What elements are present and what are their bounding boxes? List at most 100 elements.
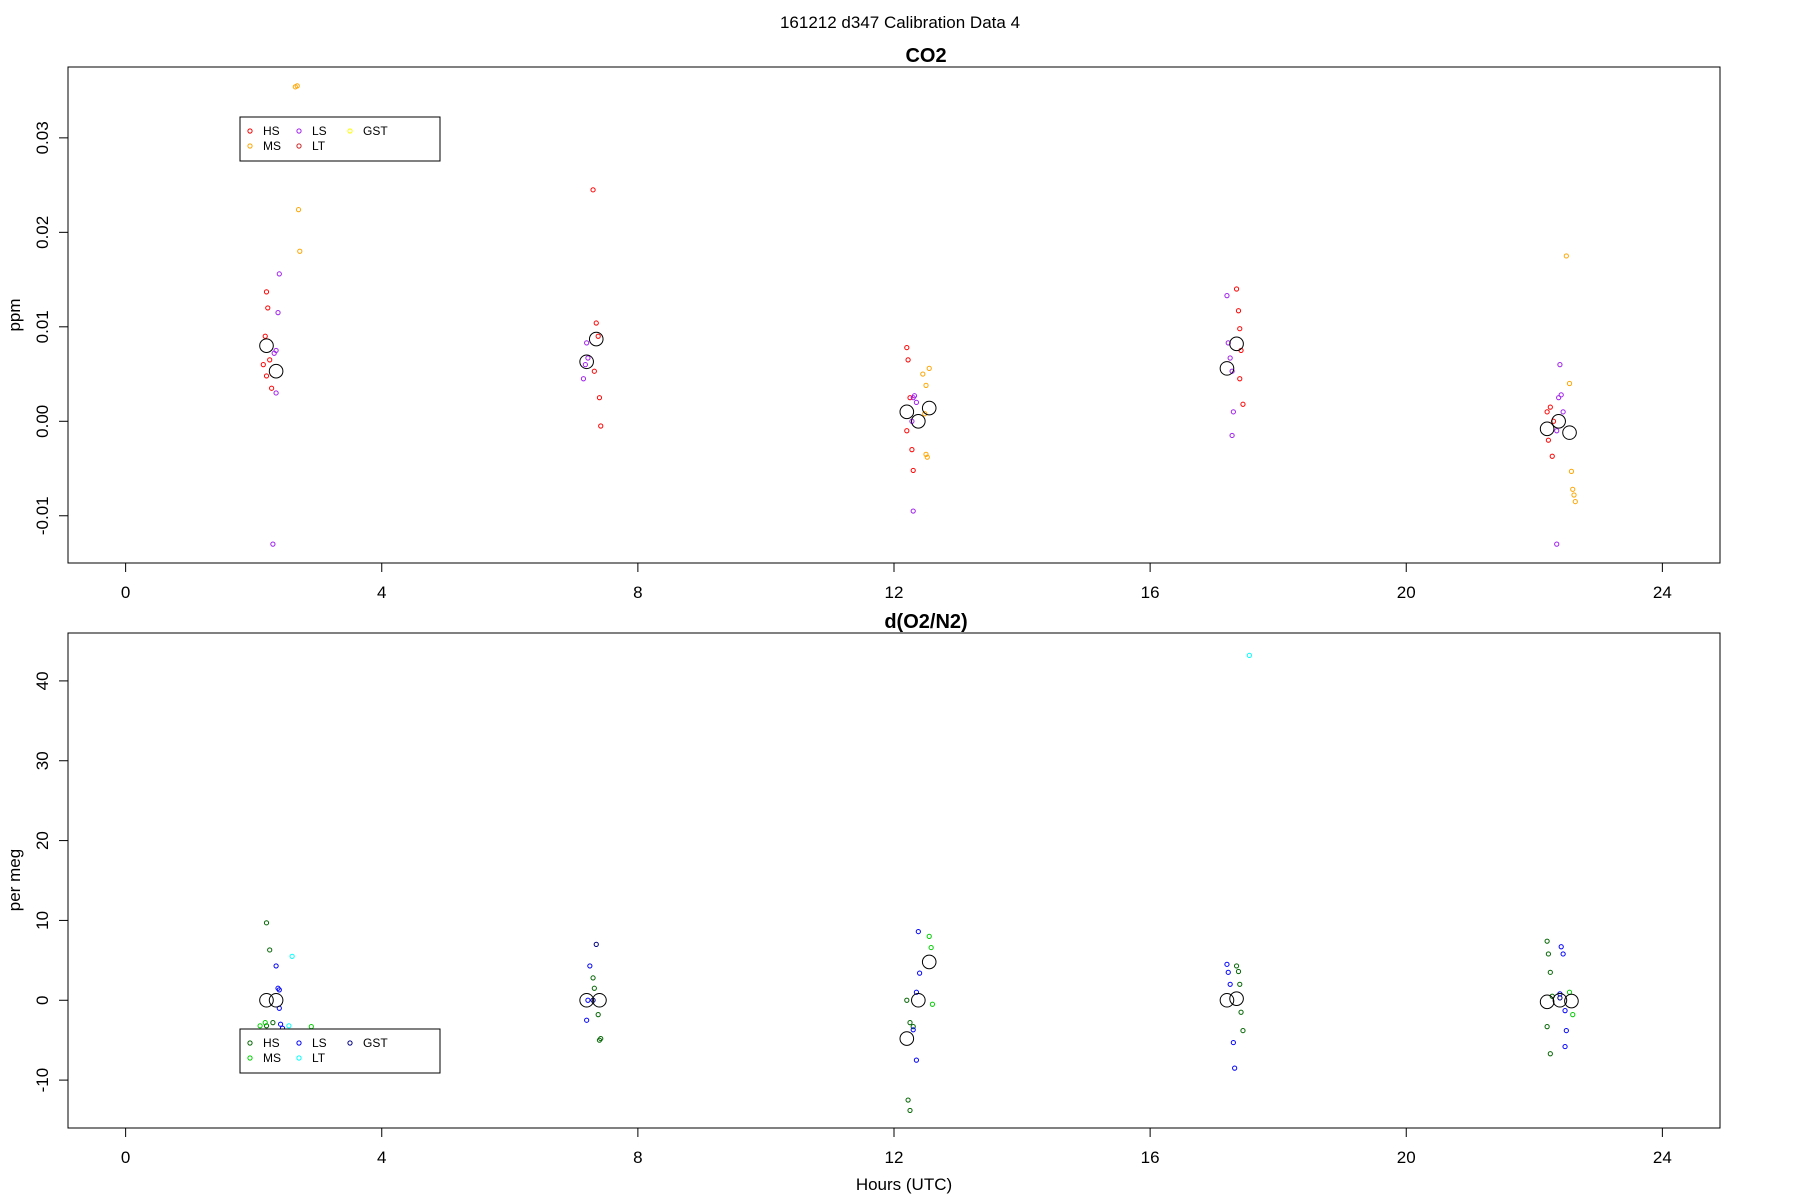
o2n2-point-ls bbox=[915, 928, 921, 935]
co2-point-ls bbox=[276, 271, 282, 277]
co2-mean-marker bbox=[1229, 336, 1244, 352]
co2-point-ls bbox=[1225, 340, 1231, 346]
o2n2-point-hs bbox=[1237, 981, 1243, 987]
o2n2-point-ls bbox=[1230, 1039, 1236, 1046]
co2-mean-marker bbox=[1562, 425, 1577, 440]
o2n2-point-ms bbox=[257, 1023, 263, 1029]
co2-point-ms bbox=[297, 248, 303, 254]
o2n2-mean-marker bbox=[921, 954, 937, 970]
o2n2-point-ls bbox=[277, 1021, 284, 1027]
co2-mean-marker bbox=[899, 404, 915, 420]
co2-y-axis-label: ppm bbox=[5, 298, 24, 331]
o2n2-y-tick-label: 10 bbox=[33, 911, 52, 930]
co2-point-ms bbox=[295, 207, 302, 213]
o2n2-title: d(O2/N2) bbox=[884, 611, 967, 633]
co2-point-ls bbox=[1557, 362, 1563, 368]
o2n2-legend-label-gst: GST bbox=[363, 1036, 388, 1050]
co2-point-ms bbox=[1571, 492, 1577, 498]
o2n2-mean-marker bbox=[911, 992, 926, 1008]
o2n2-point-hs bbox=[1544, 1024, 1550, 1030]
o2n2-x-tick-label: 12 bbox=[885, 1148, 904, 1167]
co2-legend-marker-hs bbox=[247, 128, 253, 134]
co2-point-hs bbox=[905, 357, 911, 363]
o2n2-mean-marker bbox=[259, 992, 274, 1008]
o2n2-legend-marker-ls bbox=[296, 1040, 302, 1046]
co2-point-ls bbox=[910, 508, 916, 514]
o2n2-point-hs bbox=[905, 1097, 911, 1103]
o2n2-point-hs bbox=[263, 1023, 270, 1029]
co2-point-ls bbox=[273, 390, 279, 396]
co2-point-hs bbox=[1544, 409, 1550, 415]
co2-point-hs bbox=[904, 344, 910, 351]
co2-point-hs bbox=[1237, 376, 1243, 382]
co2-x-tick-label: 0 bbox=[121, 583, 130, 602]
co2-point-hs bbox=[904, 428, 910, 434]
co2-point-hs bbox=[591, 368, 597, 374]
co2-point-hs bbox=[260, 362, 266, 368]
o2n2-point-hs bbox=[910, 1024, 916, 1030]
co2-point-hs bbox=[909, 447, 915, 453]
co2-mean-marker bbox=[911, 413, 926, 429]
o2n2-mean-marker bbox=[1219, 992, 1235, 1008]
o2n2-point-ms bbox=[1570, 1012, 1576, 1018]
co2-point-ls bbox=[585, 355, 591, 361]
o2n2-point-ls bbox=[587, 963, 593, 969]
o2n2-mean-marker bbox=[899, 1031, 915, 1046]
o2n2-point-ls bbox=[1562, 1008, 1568, 1014]
co2-legend-label-hs: HS bbox=[263, 124, 280, 138]
o2n2-point-gst bbox=[1557, 995, 1563, 1001]
o2n2-point-lt bbox=[1246, 652, 1252, 658]
co2-mean-marker bbox=[1551, 413, 1566, 429]
co2-point-ls bbox=[1554, 541, 1560, 547]
o2n2-point-ms bbox=[929, 1001, 936, 1007]
o2n2-point-hs bbox=[907, 1020, 913, 1026]
o2n2-point-ls bbox=[910, 1027, 916, 1033]
o2n2-point-ls bbox=[1224, 961, 1230, 967]
co2-point-hs bbox=[590, 187, 596, 193]
o2n2-point-gst bbox=[593, 941, 599, 947]
o2n2-point-ms bbox=[926, 933, 932, 939]
co2-point-ls bbox=[1560, 409, 1566, 415]
co2-point-ls bbox=[1227, 355, 1233, 361]
o2n2-legend-label-ls: LS bbox=[312, 1036, 327, 1050]
o2n2-y-tick-label: 20 bbox=[33, 831, 52, 850]
o2n2-mean-marker bbox=[268, 992, 284, 1008]
co2-point-ls bbox=[1229, 432, 1235, 439]
o2n2-point-ms bbox=[1566, 989, 1573, 995]
co2-mean-marker bbox=[1539, 421, 1555, 437]
o2n2-x-tick-label: 4 bbox=[377, 1148, 386, 1167]
o2n2-point-ls bbox=[585, 997, 591, 1003]
o2n2-point-hs bbox=[904, 997, 910, 1003]
o2n2-x-tick-label: 20 bbox=[1397, 1148, 1416, 1167]
co2-x-tick-label: 4 bbox=[377, 583, 386, 602]
o2n2-point-lt bbox=[286, 1023, 292, 1029]
o2n2-y-tick-label: 40 bbox=[33, 671, 52, 690]
o2n2-point-hs bbox=[267, 947, 273, 953]
o2n2-point-hs bbox=[595, 1012, 601, 1018]
co2-point-ms bbox=[1572, 498, 1578, 505]
co2-point-ls bbox=[1224, 293, 1230, 299]
co2-point-ls bbox=[580, 376, 587, 382]
co2-point-hs bbox=[262, 333, 268, 339]
co2-point-ls bbox=[1556, 395, 1562, 401]
o2n2-mean-marker bbox=[1552, 992, 1568, 1008]
co2-point-hs bbox=[265, 305, 271, 311]
co2-point-ls bbox=[275, 310, 281, 316]
o2n2-panel: d(O2/N2) per meg Hours (UTC) -10 0 10 20 30 4… bbox=[5, 611, 1721, 1194]
o2n2-x-tick-label: 24 bbox=[1653, 1148, 1672, 1167]
o2n2-point-ls bbox=[917, 970, 923, 976]
o2n2-x-tick-label: 0 bbox=[121, 1148, 130, 1167]
co2-point-ms bbox=[923, 382, 929, 388]
co2-point-hs bbox=[598, 423, 604, 429]
o2n2-y-tick-label: -10 bbox=[33, 1068, 52, 1093]
o2n2-point-ls bbox=[1562, 1043, 1568, 1050]
co2-legend-label-ls: LS bbox=[312, 124, 327, 138]
o2n2-legend-label-hs: HS bbox=[263, 1036, 280, 1050]
co2-point-hs bbox=[1547, 404, 1553, 410]
co2-point-ls bbox=[584, 340, 590, 346]
co2-panel: CO2 ppm -0.01 0.00 0.01 0.02 0.03 0 4 8 12 16 20 2… bbox=[5, 45, 1721, 602]
o2n2-x-axis-label: Hours (UTC) bbox=[856, 1175, 952, 1194]
o2n2-point-ls bbox=[1558, 944, 1564, 950]
o2n2-point-hs bbox=[1233, 963, 1240, 969]
o2n2-point-ms bbox=[262, 1020, 268, 1026]
